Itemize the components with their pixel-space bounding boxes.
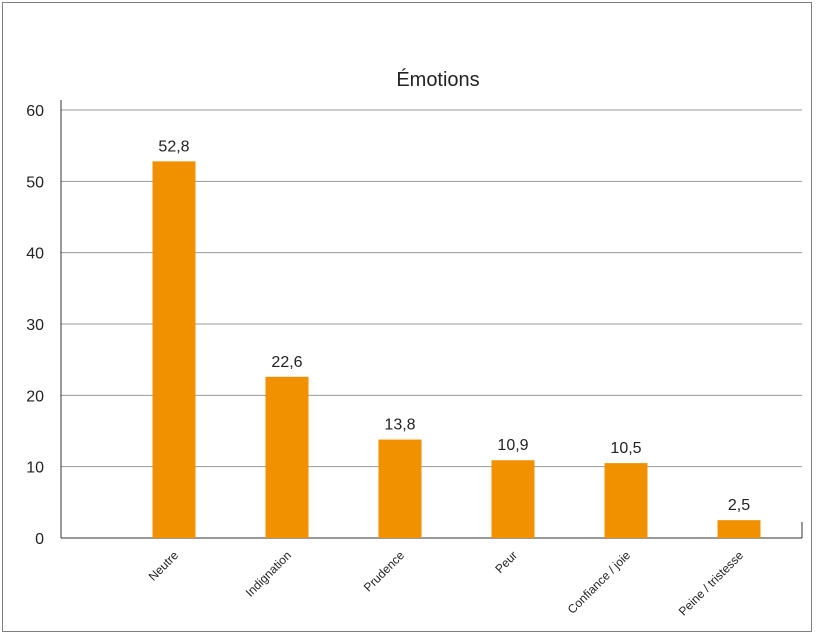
data-label: 2,5 [728,497,750,514]
data-label: 52,8 [158,138,189,155]
bars [152,161,761,539]
x-tick-label: Neutre [146,548,182,584]
y-tick-label: 50 [26,174,44,191]
y-tick-label: 0 [35,531,44,548]
bar-2 [265,376,309,538]
x-tick-label: Confiance / joie [565,548,634,617]
y-tick-label: 30 [26,317,44,334]
x-tick-label: Indignation [243,548,294,599]
bar-5 [604,463,648,538]
x-tick-label: Prudence [361,548,407,594]
x-tick-label: Peine / tristesse [676,548,746,618]
y-tick-label: 20 [26,388,44,405]
y-tick-label: 10 [26,460,44,477]
data-label: 10,5 [610,440,641,457]
chart-title: Émotions [396,68,479,91]
y-tick-label: 40 [26,246,44,263]
x-tick-label: Peur [492,548,520,576]
data-labels: 52,8 22,6 13,8 10,9 10,5 2,5 [158,138,750,514]
data-label: 13,8 [384,417,415,434]
bar-4 [491,460,535,538]
bar-3 [378,439,422,538]
data-label: 22,6 [271,354,302,371]
y-tick-label: 60 [26,103,44,120]
x-tick-labels: Neutre Indignation Prudence Peur Confiance /… [146,548,747,618]
bar-6 [717,520,761,538]
data-label: 10,9 [497,437,528,454]
bar-1 [152,161,196,539]
y-tick-labels: 0 10 20 30 40 50 60 [26,103,44,548]
